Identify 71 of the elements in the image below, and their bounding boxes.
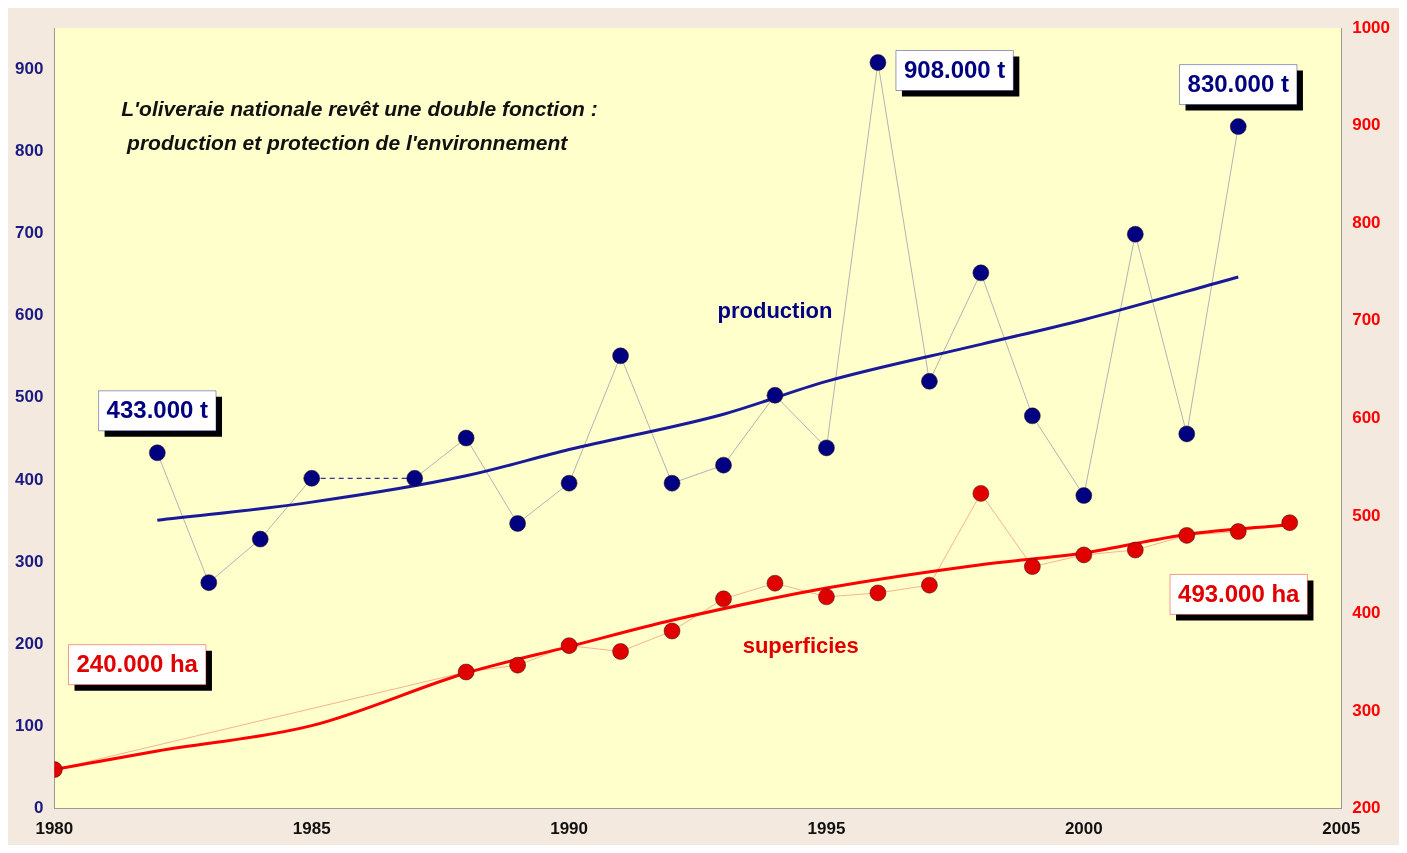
- point: [457, 429, 475, 447]
- y2-tick-label: 700: [1352, 310, 1381, 330]
- point: [252, 530, 269, 548]
- point: [1127, 225, 1144, 243]
- y2-tick-label: 200: [1352, 798, 1381, 818]
- point: [715, 456, 732, 474]
- series-label: superficies: [742, 633, 859, 659]
- point: [560, 474, 578, 492]
- point: [818, 588, 835, 606]
- x-tick-label: 2005: [1322, 819, 1361, 839]
- x-tick-label: 1995: [807, 819, 846, 839]
- y2-tick-label: 800: [1352, 212, 1381, 232]
- y-tick-label: 100: [14, 716, 44, 736]
- annotation: 240.000 ha: [76, 650, 199, 678]
- annotation: 908.000 t: [903, 56, 1006, 84]
- y-tick-label: 600: [14, 305, 44, 325]
- annotation: 830.000 t: [1187, 70, 1289, 98]
- point: [1075, 546, 1093, 564]
- point: [1178, 527, 1196, 544]
- point: [1024, 558, 1041, 575]
- x-tick-label: 1985: [292, 819, 331, 839]
- y-tick-label: 0: [33, 798, 44, 818]
- annotation: 493.000 ha: [1178, 580, 1301, 608]
- y-tick-label: 900: [14, 58, 44, 78]
- point: [766, 387, 784, 404]
- series-label: production: [717, 298, 833, 324]
- point: [509, 515, 526, 532]
- y-tick-label: 700: [14, 223, 44, 243]
- point: [972, 485, 990, 502]
- point: [457, 663, 475, 681]
- point: [1229, 523, 1247, 540]
- point: [1075, 487, 1093, 504]
- x-tick-label: 1990: [550, 819, 589, 839]
- y2-tick-label: 1000: [1352, 17, 1391, 37]
- point: [612, 347, 629, 365]
- point: [149, 444, 166, 462]
- point: [612, 643, 629, 660]
- y-tick-label: 400: [14, 469, 44, 489]
- y2-tick-label: 500: [1352, 505, 1381, 525]
- y2-tick-label: 300: [1352, 700, 1381, 720]
- point: [1178, 425, 1196, 443]
- y2-tick-label: 600: [1352, 407, 1381, 427]
- x-tick-label: 1980: [35, 819, 74, 839]
- y2-tick-label: 400: [1352, 603, 1381, 623]
- point: [663, 622, 681, 640]
- point: [200, 574, 218, 591]
- x-tick-label: 2000: [1064, 819, 1103, 839]
- y2-tick-label: 900: [1352, 115, 1381, 135]
- point: [921, 373, 938, 390]
- y-tick-label: 500: [14, 387, 44, 407]
- point: [869, 54, 887, 71]
- point: [663, 474, 681, 492]
- point: [715, 590, 732, 608]
- point: [766, 574, 784, 592]
- point: [1281, 514, 1298, 531]
- point: [1229, 118, 1247, 135]
- point: [1127, 541, 1144, 559]
- point: [869, 584, 887, 602]
- point: [560, 637, 578, 654]
- y-tick-label: 200: [14, 633, 44, 653]
- y-tick-label: 300: [14, 551, 44, 571]
- point: [1024, 407, 1041, 425]
- point: [921, 576, 938, 594]
- point: [972, 264, 990, 282]
- point: [818, 439, 835, 457]
- point: [303, 470, 320, 487]
- text: L'oliveraie nationale revêt une double fonction : production et protection de l'environnement: [121, 96, 598, 154]
- annotation: 433.000 t: [106, 396, 209, 424]
- point: [406, 470, 423, 487]
- point: [509, 656, 526, 674]
- y-tick-label: 800: [14, 140, 44, 160]
